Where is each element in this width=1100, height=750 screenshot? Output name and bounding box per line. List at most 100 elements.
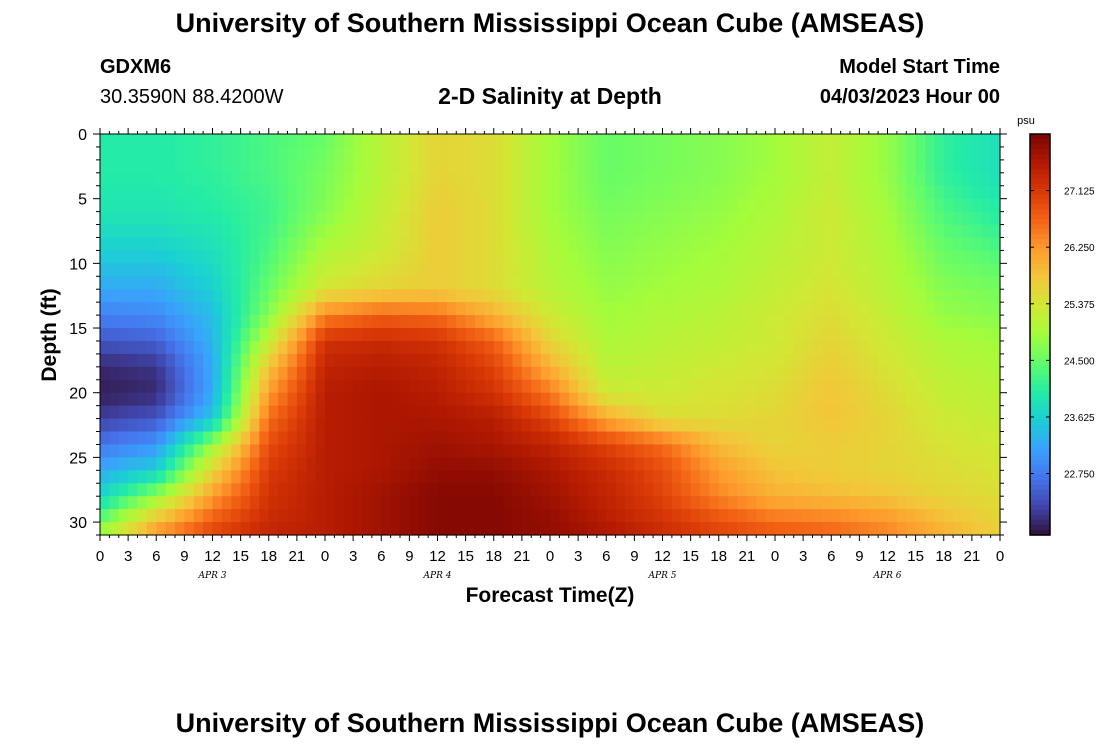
heatmap-cell bbox=[146, 483, 157, 497]
heatmap-cell bbox=[728, 457, 739, 471]
heatmap-cell bbox=[240, 237, 251, 252]
heatmap-cell bbox=[756, 211, 767, 226]
heatmap-cell bbox=[343, 328, 354, 342]
heatmap-cell bbox=[278, 159, 289, 174]
heatmap-cell bbox=[465, 159, 476, 174]
heatmap-cell bbox=[278, 237, 289, 252]
heatmap-cell bbox=[934, 509, 945, 523]
heatmap-cell bbox=[484, 289, 495, 303]
heatmap-cell bbox=[634, 379, 645, 394]
heatmap-cell bbox=[859, 366, 870, 381]
y-tick-label: 25 bbox=[69, 450, 87, 467]
heatmap-cell bbox=[278, 522, 289, 536]
heatmap-cell bbox=[934, 405, 945, 420]
heatmap-cell bbox=[559, 185, 570, 200]
heatmap-cell bbox=[325, 198, 335, 213]
heatmap-cell bbox=[681, 250, 692, 264]
heatmap-cell bbox=[409, 405, 420, 420]
heatmap-cell bbox=[184, 224, 195, 239]
heatmap-cell bbox=[418, 276, 429, 290]
heatmap-cell bbox=[250, 237, 260, 252]
heatmap-cell bbox=[859, 431, 870, 446]
heatmap-cell bbox=[484, 522, 495, 536]
heatmap-cell bbox=[259, 211, 270, 226]
heatmap-cell bbox=[484, 418, 495, 433]
heatmap-cell bbox=[671, 483, 682, 497]
heatmap-cell bbox=[493, 224, 504, 239]
heatmap-cell bbox=[371, 431, 382, 446]
heatmap-cell bbox=[859, 159, 870, 174]
heatmap-cell bbox=[559, 276, 570, 290]
heatmap-cell bbox=[587, 483, 598, 497]
heatmap-cell bbox=[634, 198, 645, 213]
heatmap-cell bbox=[868, 276, 879, 290]
heatmap-cell bbox=[146, 289, 157, 303]
heatmap-cell bbox=[287, 224, 298, 239]
heatmap-cell bbox=[868, 483, 879, 497]
heatmap-cell bbox=[437, 172, 448, 187]
heatmap-cell bbox=[193, 509, 204, 523]
heatmap-cell bbox=[362, 328, 373, 342]
heatmap-cell bbox=[803, 366, 814, 381]
heatmap-cell bbox=[343, 289, 354, 303]
heatmap-cell bbox=[887, 315, 898, 329]
heatmap-cell bbox=[221, 405, 232, 420]
heatmap-cell bbox=[128, 353, 139, 368]
heatmap-cell bbox=[146, 211, 157, 226]
colorbar-strip bbox=[1030, 404, 1050, 411]
colorbar-strip bbox=[1030, 169, 1050, 175]
heatmap-cell bbox=[550, 211, 560, 226]
x-tick-label: 3 bbox=[799, 548, 807, 565]
heatmap-cell bbox=[184, 134, 195, 148]
heatmap-cell bbox=[625, 302, 635, 316]
heatmap-cell bbox=[531, 457, 542, 471]
heatmap-cell bbox=[840, 302, 851, 316]
heatmap-cell bbox=[109, 159, 120, 174]
heatmap-cell bbox=[840, 379, 851, 394]
heatmap-cell bbox=[212, 418, 223, 433]
heatmap-cell bbox=[231, 134, 242, 148]
heatmap-cell bbox=[821, 496, 832, 510]
heatmap-cell bbox=[100, 444, 110, 458]
heatmap-cell bbox=[503, 405, 514, 420]
heatmap-cell bbox=[353, 522, 364, 536]
heatmap-cell bbox=[446, 146, 457, 161]
heatmap-cell bbox=[296, 457, 307, 471]
heatmap-cell bbox=[896, 496, 907, 510]
heatmap-cell bbox=[512, 302, 523, 316]
heatmap-cell bbox=[437, 289, 448, 303]
colorbar-strip bbox=[1030, 494, 1050, 501]
heatmap-cell bbox=[765, 353, 776, 368]
heatmap-cell bbox=[625, 250, 635, 264]
heatmap-cell bbox=[643, 185, 654, 200]
heatmap-cell bbox=[615, 224, 626, 239]
heatmap-cell bbox=[812, 159, 823, 174]
heatmap-cell bbox=[306, 237, 317, 252]
heatmap-cell bbox=[484, 134, 495, 148]
heatmap-cell bbox=[512, 224, 523, 239]
heatmap-cell bbox=[671, 276, 682, 290]
heatmap-cell bbox=[521, 134, 532, 148]
heatmap-cell bbox=[671, 509, 682, 523]
heatmap-cell bbox=[503, 185, 514, 200]
heatmap-cell bbox=[475, 366, 485, 381]
heatmap-cell bbox=[737, 315, 748, 329]
heatmap-cell bbox=[475, 172, 485, 187]
colorbar-strip bbox=[1030, 379, 1050, 386]
heatmap-cell bbox=[671, 522, 682, 536]
heatmap-cell bbox=[465, 289, 476, 303]
heatmap-cell bbox=[540, 224, 551, 239]
heatmap-cell bbox=[765, 405, 776, 420]
heatmap-cell bbox=[343, 134, 354, 148]
heatmap-cell bbox=[681, 315, 692, 329]
heatmap-cell bbox=[700, 211, 710, 226]
heatmap-cell bbox=[428, 392, 439, 407]
heatmap-cell bbox=[671, 444, 682, 458]
heatmap-cell bbox=[915, 405, 926, 420]
heatmap-cell bbox=[662, 340, 673, 355]
heatmap-cell bbox=[578, 496, 589, 510]
heatmap-cell bbox=[765, 302, 776, 316]
heatmap-cell bbox=[953, 276, 964, 290]
heatmap-cell bbox=[775, 302, 785, 316]
heatmap-cell bbox=[990, 263, 1001, 277]
